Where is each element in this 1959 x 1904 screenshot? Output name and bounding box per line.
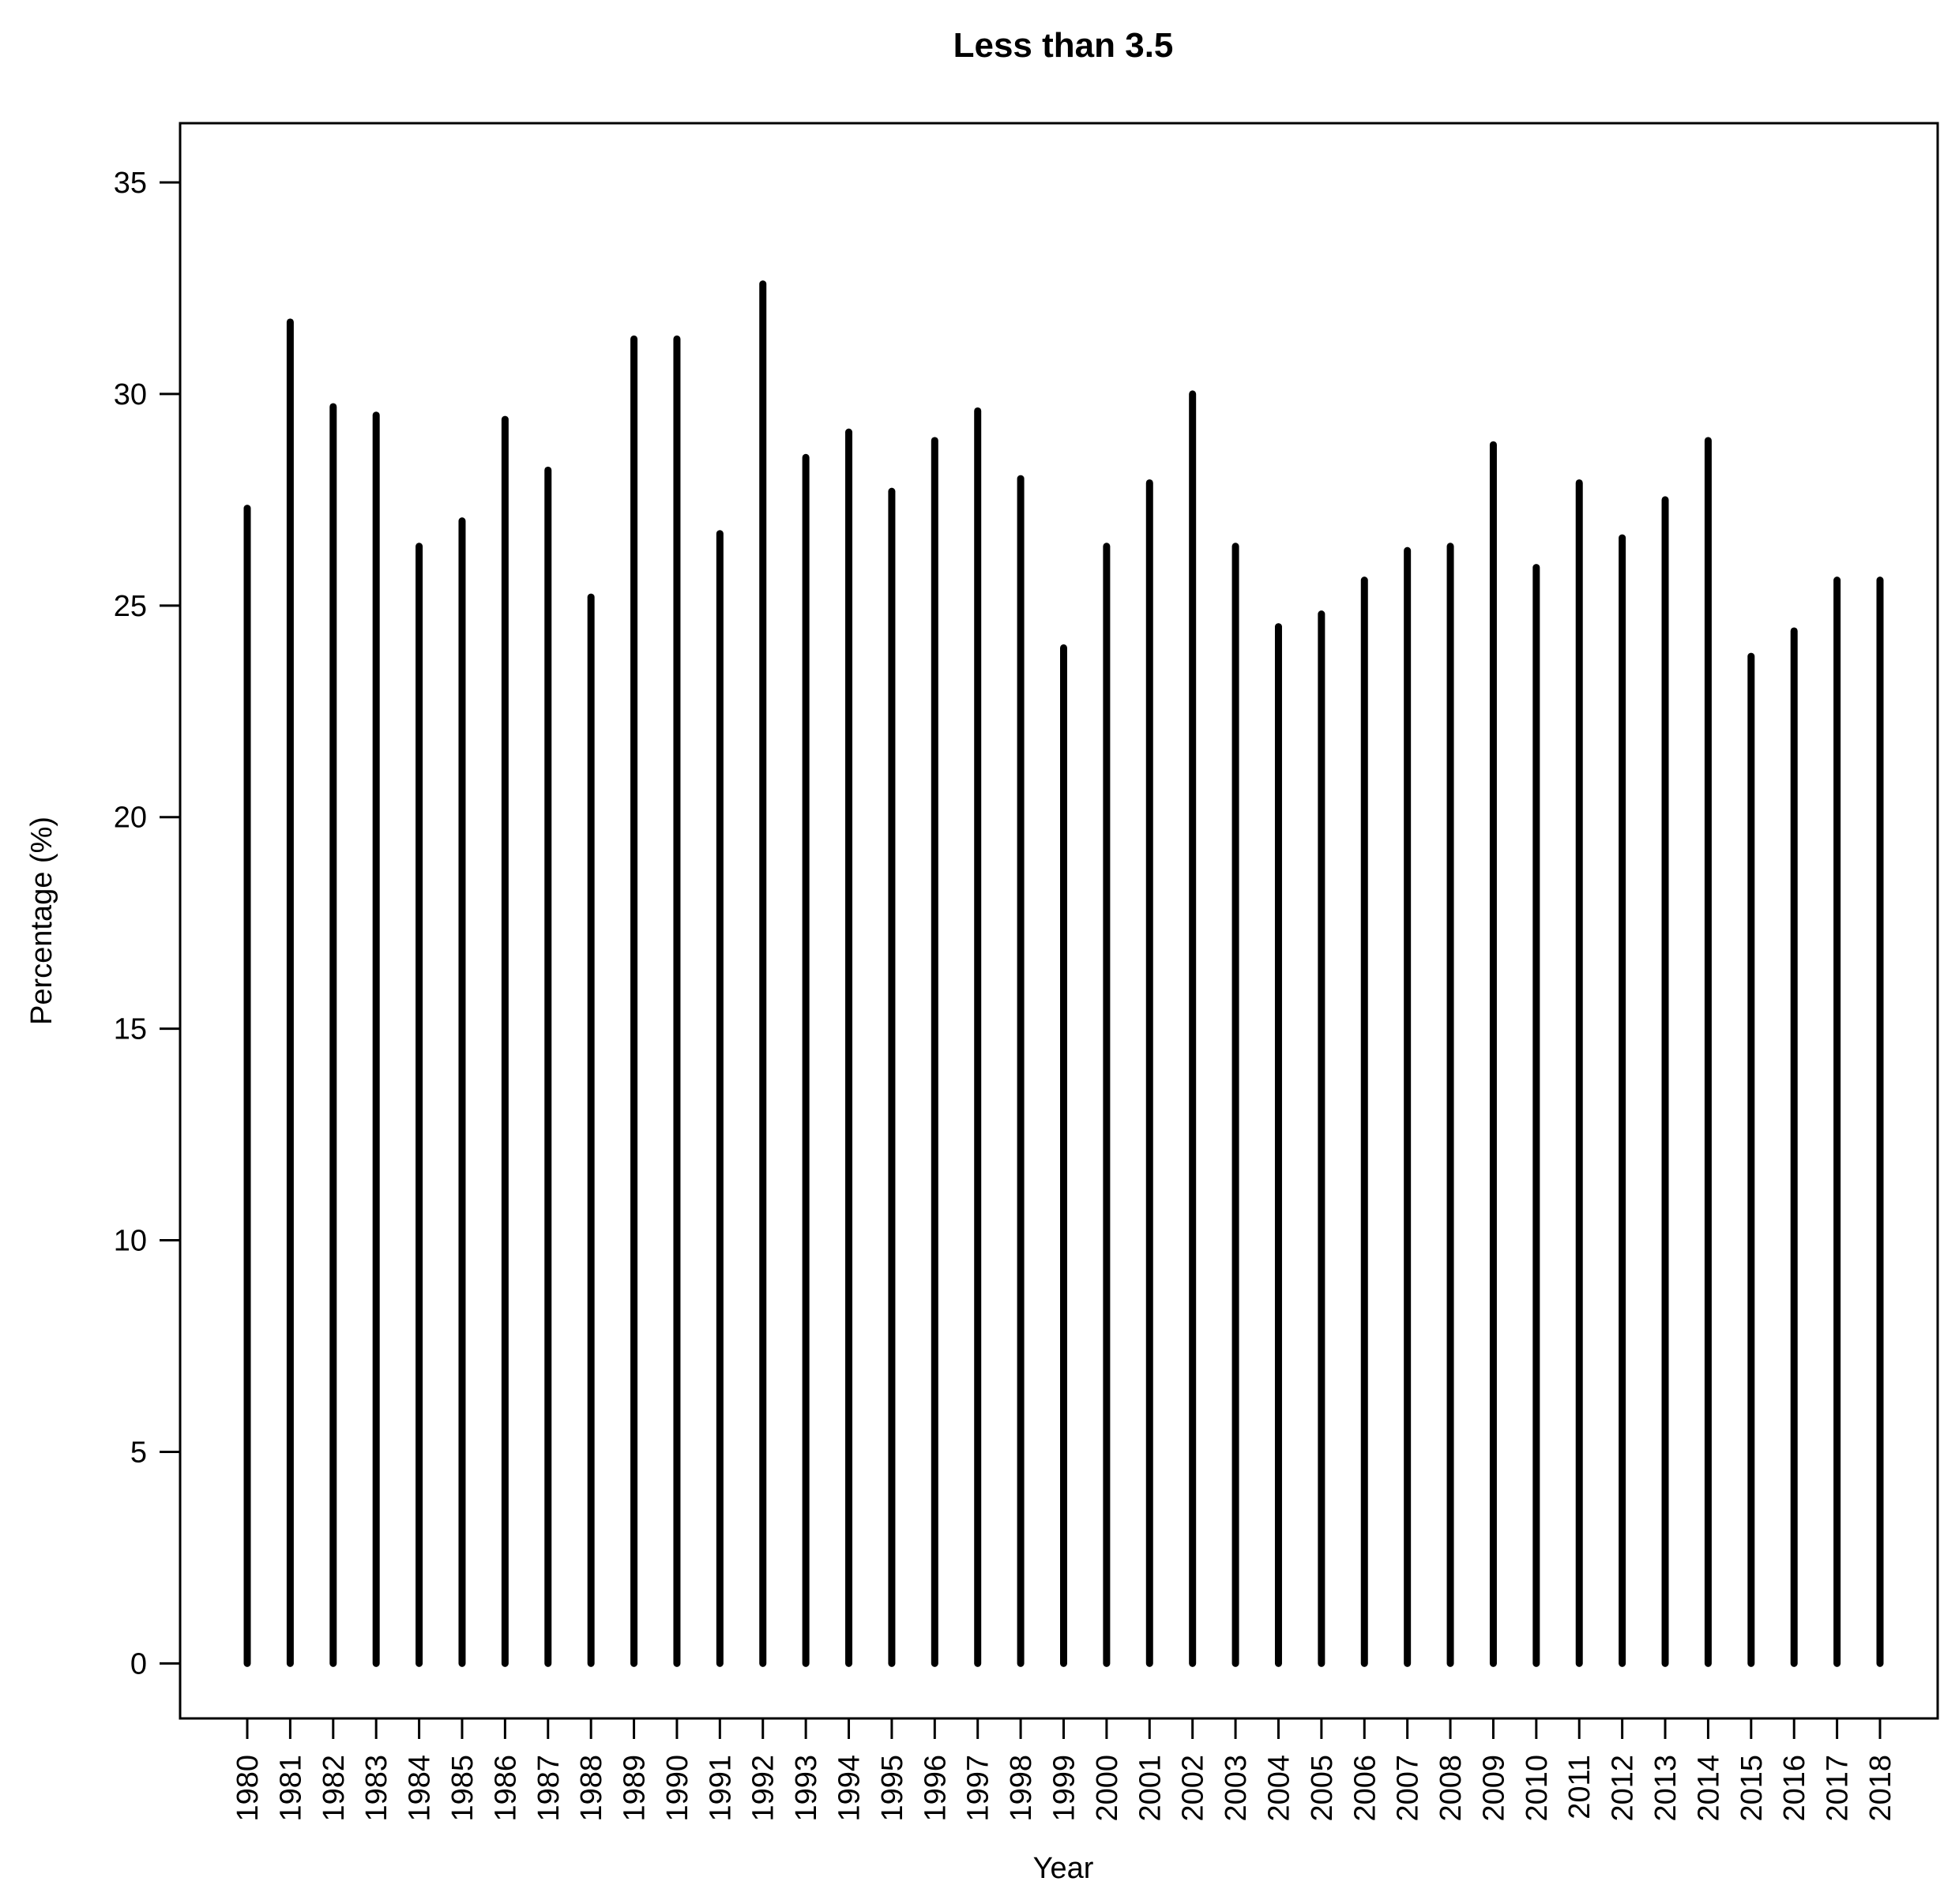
x-tick-label: 2016: [1778, 1755, 1811, 1822]
x-tick-label: 2000: [1091, 1755, 1124, 1822]
y-tick-label: 35: [114, 167, 147, 200]
y-tick-label: 0: [130, 1647, 147, 1681]
x-tick-label: 1987: [532, 1755, 566, 1822]
x-tick-label: 1995: [876, 1755, 909, 1822]
x-tick-label: 2003: [1220, 1755, 1253, 1822]
x-tick-label: 2001: [1134, 1755, 1167, 1822]
x-axis: 1980 1981 1982 1983 1984 1985 1986 1987 1988 1989…: [231, 1718, 1897, 1822]
x-tick-label: 1999: [1048, 1755, 1081, 1822]
x-tick-label: 2015: [1735, 1755, 1769, 1822]
y-tick-label: 5: [130, 1436, 147, 1469]
x-tick-label: 1998: [1005, 1755, 1038, 1822]
x-tick-label: 1984: [404, 1755, 437, 1822]
x-tick-label: 1996: [919, 1755, 952, 1822]
x-tick-label: 2009: [1477, 1755, 1510, 1822]
y-tick-label: 30: [114, 378, 147, 411]
x-tick-label: 2008: [1434, 1755, 1468, 1822]
x-tick-label: 1994: [833, 1755, 867, 1822]
x-tick-label: 1980: [231, 1755, 265, 1822]
x-tick-label: 1988: [575, 1755, 608, 1822]
x-tick-label: 1985: [446, 1755, 479, 1822]
y-axis-label: Percentage (%): [25, 817, 58, 1025]
x-tick-label: 2014: [1692, 1755, 1725, 1822]
x-tick-label: 2012: [1607, 1755, 1640, 1822]
x-tick-label: 1983: [360, 1755, 393, 1822]
x-tick-label: 2002: [1177, 1755, 1210, 1822]
y-tick-label: 15: [114, 1013, 147, 1046]
x-tick-label: 1993: [790, 1755, 823, 1822]
x-tick-label: 2007: [1392, 1755, 1425, 1822]
x-tick-label: 1982: [318, 1755, 351, 1822]
x-tick-label: 1990: [661, 1755, 694, 1822]
x-tick-label: 2011: [1563, 1755, 1596, 1820]
x-axis-label: Year: [1033, 1852, 1094, 1885]
x-tick-label: 2006: [1348, 1755, 1382, 1822]
bars-group: [243, 280, 1884, 1667]
x-tick-label: 2010: [1521, 1755, 1554, 1822]
x-tick-label: 1989: [619, 1755, 652, 1822]
x-tick-label: 2005: [1306, 1755, 1339, 1822]
x-tick-label: 2018: [1864, 1755, 1897, 1822]
y-tick-label: 20: [114, 802, 147, 835]
y-tick-label: 25: [114, 590, 147, 623]
x-tick-label: 1992: [747, 1755, 780, 1822]
x-tick-label: 1991: [704, 1755, 737, 1822]
plot-frame: [179, 122, 1939, 1720]
x-tick-label: 1997: [962, 1755, 995, 1822]
x-tick-label: 1986: [489, 1755, 522, 1822]
x-tick-label: 2017: [1822, 1755, 1855, 1822]
x-tick-label: 2013: [1649, 1755, 1683, 1822]
y-tick-label: 10: [114, 1225, 147, 1258]
chart-title: Less than 3.5: [953, 26, 1174, 65]
x-tick-label: 1981: [274, 1755, 307, 1822]
y-axis: 0 5 10 15 20 25 30 35: [114, 167, 180, 1681]
x-tick-label: 2004: [1262, 1755, 1295, 1822]
